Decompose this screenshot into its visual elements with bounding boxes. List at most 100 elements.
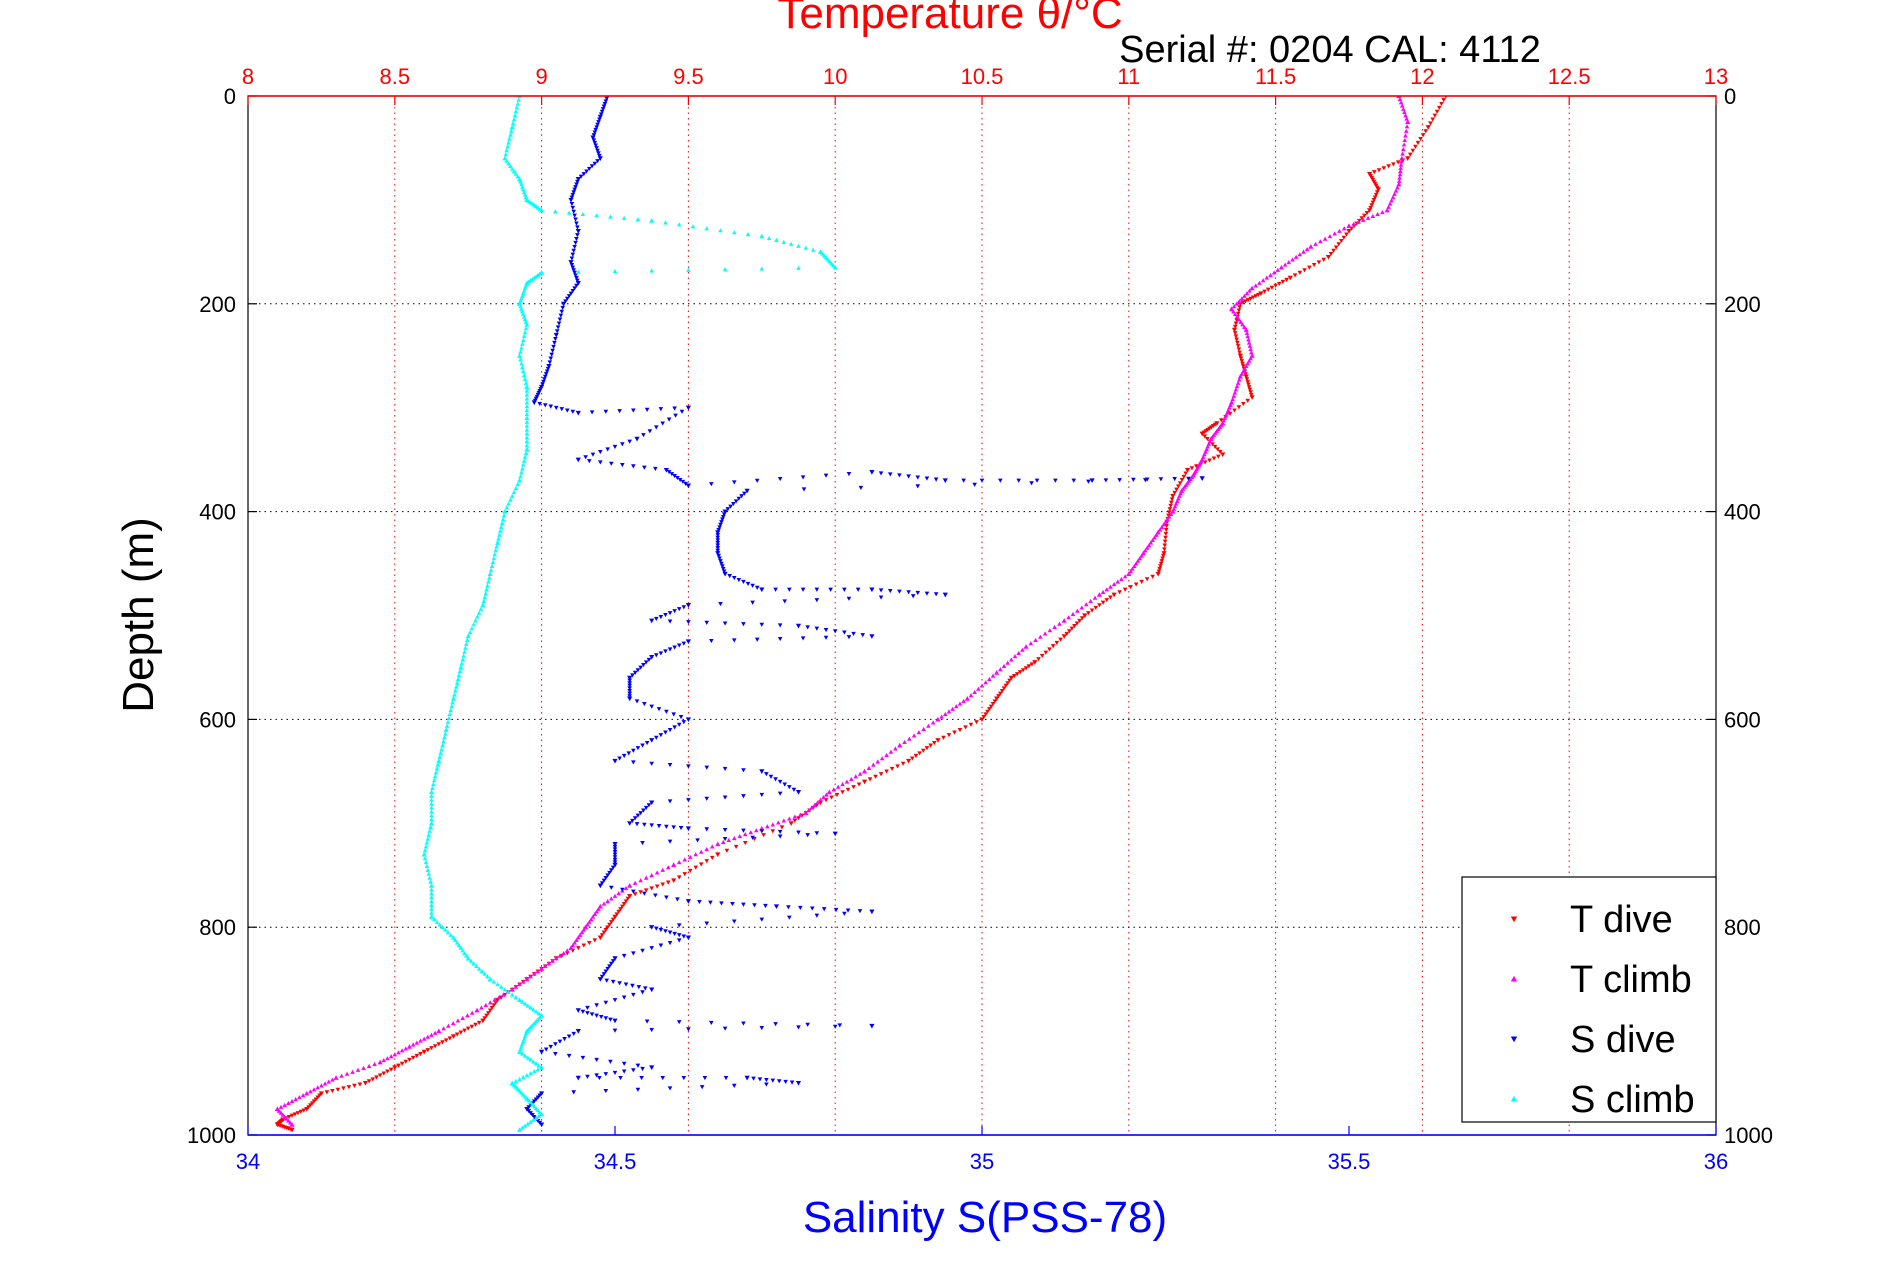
s-dive-point — [635, 1063, 641, 1068]
s-dive-point — [671, 825, 677, 830]
s-dive-point — [627, 678, 632, 683]
s-climb-point — [513, 171, 519, 176]
s-dive-point — [801, 487, 807, 492]
t-dive-point — [1020, 668, 1026, 673]
s-climb-point — [457, 669, 463, 674]
t-dive-point — [1174, 487, 1179, 492]
s-dive-point — [597, 153, 602, 159]
t-climb-point — [979, 683, 985, 688]
s-climb-point — [467, 630, 473, 635]
t-dive-point — [607, 922, 612, 927]
t-dive-point — [1328, 251, 1334, 257]
s-climb-point — [509, 493, 515, 498]
y-axis-label: Depth (m) — [114, 517, 163, 713]
t-climb-point — [1246, 337, 1251, 342]
s-dive-point — [610, 979, 616, 985]
s-dive-point — [552, 340, 557, 346]
t-climb-point — [1159, 524, 1165, 530]
t-dive-point — [1011, 674, 1017, 679]
s-climb-point — [429, 895, 434, 900]
t-dive-point — [1150, 574, 1155, 579]
t-dive-point — [407, 1057, 412, 1062]
s-dive-point — [942, 592, 948, 598]
t-dive-point — [1273, 283, 1278, 288]
t-climb-point — [414, 1040, 420, 1045]
s-dive-point — [612, 956, 618, 961]
s-climb-point — [449, 704, 454, 709]
s-climb-point — [576, 269, 581, 274]
s-climb-point — [495, 982, 500, 987]
s-dive-point — [671, 712, 677, 717]
s-dive-point — [878, 595, 884, 600]
t-dive-point — [1372, 170, 1377, 175]
s-dive-point — [649, 761, 654, 766]
t-dive-point — [1077, 618, 1082, 623]
s-climb-point — [524, 431, 530, 436]
t-climb-point — [1257, 280, 1262, 285]
t-dive-point — [963, 725, 968, 730]
t-climb-point — [612, 893, 618, 898]
s-climb-point — [429, 805, 434, 810]
s-dive-point — [837, 1023, 843, 1028]
s-dive-point — [649, 823, 654, 828]
t-climb-point — [286, 1100, 291, 1106]
s-climb-point — [676, 222, 682, 227]
s-dive-point — [798, 905, 803, 911]
s-dive-point — [642, 986, 648, 991]
t-climb-point — [792, 814, 798, 819]
t-dive-point — [432, 1044, 438, 1049]
s-dive-point — [587, 166, 592, 172]
s-dive-point — [574, 221, 579, 226]
t-climb-point — [311, 1087, 317, 1092]
s-dive-point — [612, 1070, 618, 1075]
s-dive-point — [545, 366, 551, 372]
t-climb-point — [1402, 137, 1408, 142]
t-dive-point — [1177, 481, 1183, 486]
t-dive-point — [1248, 296, 1253, 301]
t-climb-point — [1155, 529, 1161, 535]
t-climb-point — [1237, 373, 1243, 379]
t-dive-point — [1064, 631, 1070, 636]
s-climb-point — [533, 1019, 539, 1024]
s-dive-point — [605, 873, 610, 878]
s-dive-point — [566, 1034, 572, 1039]
t-dive-point — [1292, 273, 1298, 278]
t-dive-point — [867, 777, 873, 782]
s-dive-point — [716, 553, 721, 559]
s-dive-point — [832, 629, 838, 634]
t-climb-point — [432, 1030, 438, 1035]
s-climb-point — [500, 517, 506, 522]
t-dive-point — [1253, 294, 1259, 299]
s-climb-point — [519, 345, 524, 350]
s-dive-point — [649, 946, 654, 951]
t-climb-point — [282, 1114, 287, 1119]
s-dive-point — [646, 657, 652, 662]
s-climb-point — [515, 1086, 521, 1091]
s-dive-point — [823, 627, 829, 633]
s-climb-point — [829, 261, 834, 266]
t-climb-point — [1115, 579, 1121, 584]
s-dive-point — [805, 625, 810, 630]
s-dive-point — [719, 901, 724, 906]
s-dive-point — [599, 974, 605, 979]
s-dive-point — [643, 660, 649, 665]
s-dive-point — [571, 1031, 577, 1036]
t-climb-point — [1293, 254, 1299, 259]
s-dive-point — [553, 337, 558, 342]
t-dive-point — [1241, 401, 1246, 407]
s-dive-point — [715, 540, 721, 546]
s-dive-point — [649, 1027, 654, 1033]
t-dive-point — [1168, 503, 1173, 509]
s-climb-point — [525, 1003, 531, 1008]
t-climb-point — [1137, 556, 1143, 561]
s-dive-point — [915, 475, 921, 480]
s-dive-point — [741, 622, 746, 627]
s-dive-point — [578, 174, 584, 179]
t-dive-point — [654, 884, 660, 889]
t-climb-point — [798, 812, 803, 817]
t-dive-point — [796, 816, 801, 821]
t-climb-point — [884, 752, 889, 757]
t-climb-point — [1389, 198, 1394, 203]
s-dive-point — [568, 260, 574, 265]
s-climb-point — [608, 214, 613, 219]
